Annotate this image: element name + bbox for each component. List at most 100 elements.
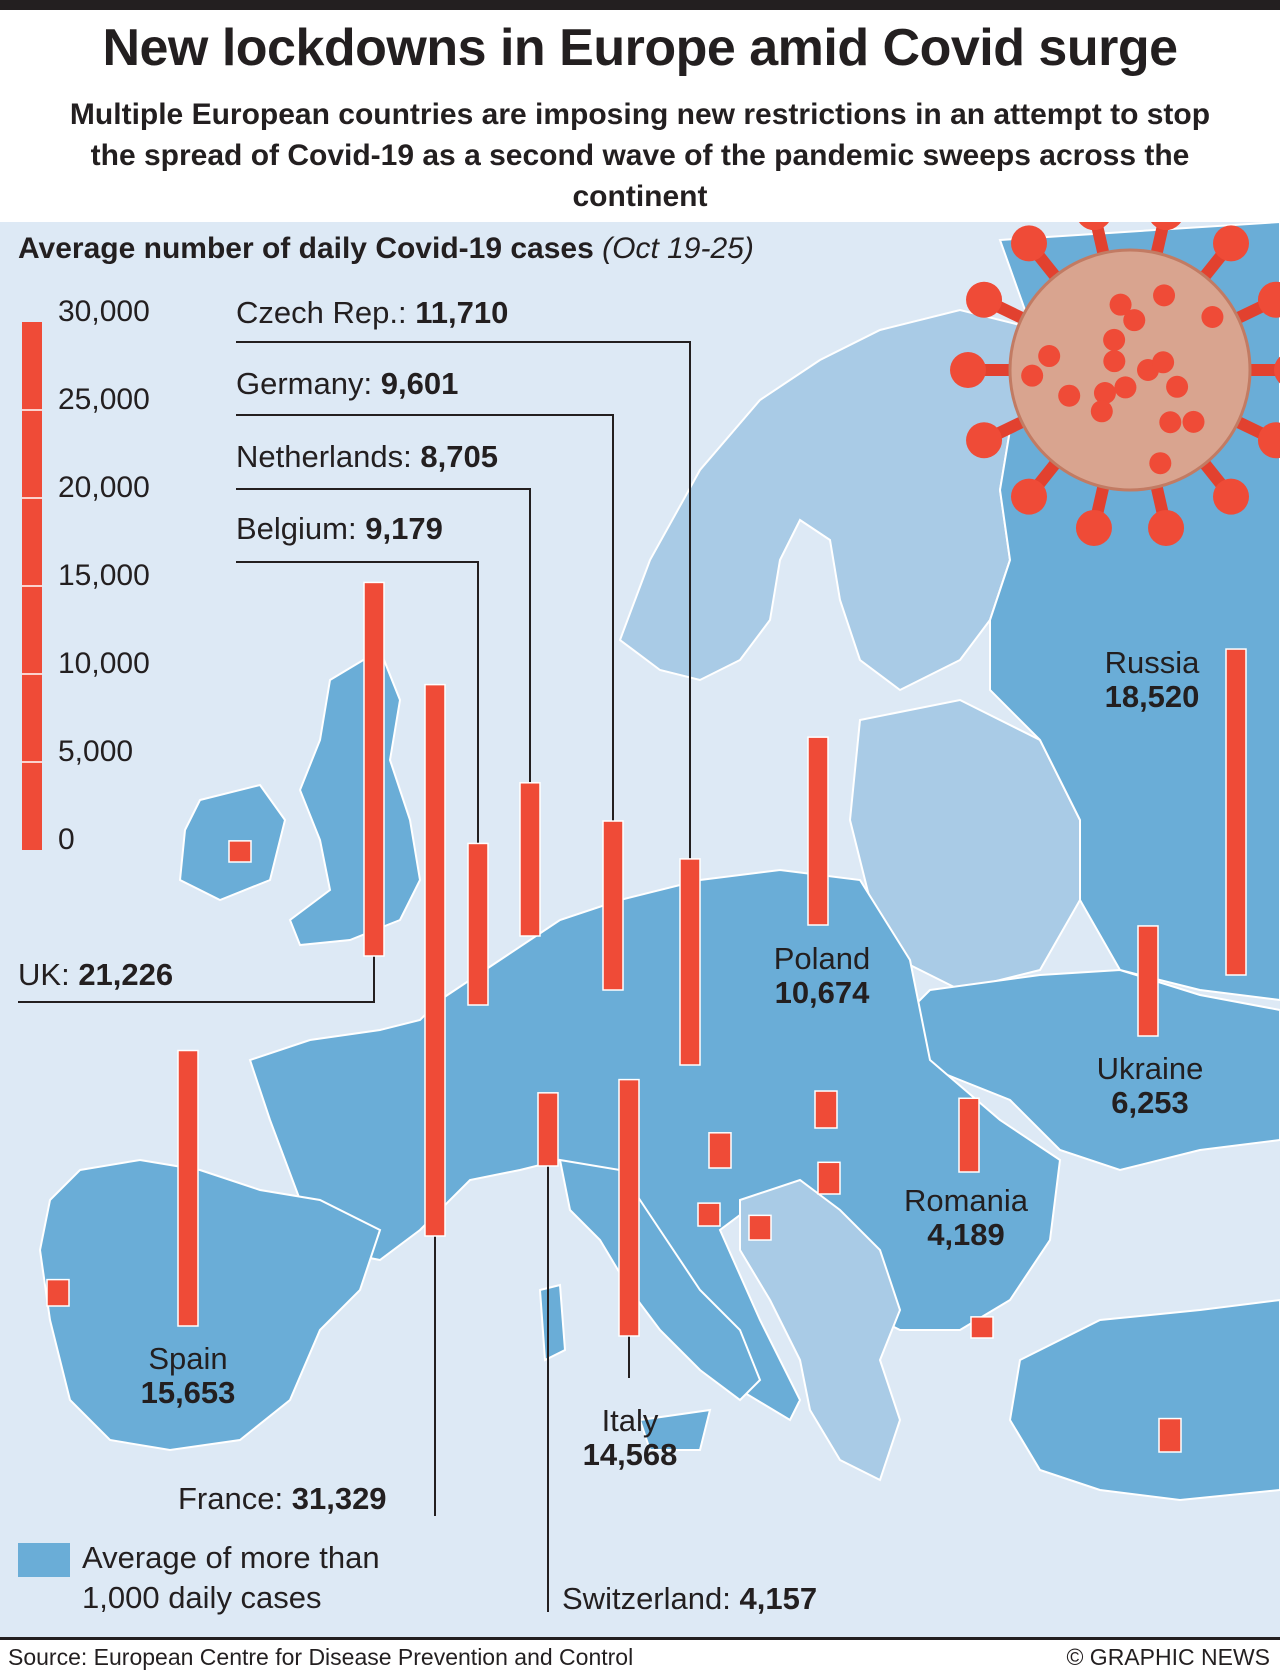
label-poland: Poland 10,674 — [773, 941, 871, 1010]
virus-spike-head — [1274, 356, 1280, 384]
y-tick-label: 25,000 — [58, 383, 150, 416]
y-tick-label: 5,000 — [58, 735, 134, 768]
sardinia-shape — [538, 1283, 567, 1362]
bar — [46, 1278, 70, 1307]
bar — [748, 1214, 772, 1241]
virus-protein — [1114, 376, 1137, 399]
virus-protein — [1201, 306, 1224, 329]
leader-line — [236, 488, 531, 783]
legend-text: Average of more than 1,000 daily cases — [82, 1538, 380, 1618]
virus-protein — [1149, 452, 1172, 475]
virus-protein — [1090, 400, 1113, 423]
leader-line — [236, 414, 614, 822]
virus-spike-head — [950, 352, 986, 388]
leader-line — [236, 341, 691, 859]
virus-protein — [1109, 293, 1132, 316]
virus-protein — [1038, 345, 1061, 368]
virus-spike-head — [1213, 225, 1250, 262]
virus-spike-head — [1010, 225, 1047, 262]
virus-spike-head — [966, 422, 1003, 459]
virus-spike-head — [1257, 281, 1280, 318]
baltic-belarus-shape — [848, 698, 1081, 992]
virus-protein — [1103, 328, 1126, 351]
balkans-shape — [739, 1178, 902, 1482]
virus-spike-head — [1010, 478, 1047, 515]
bar — [708, 1132, 732, 1169]
virus-spike-head — [1151, 222, 1182, 231]
leader-line — [236, 561, 479, 844]
scale-bar-layer — [22, 322, 42, 850]
virus-spike-head — [966, 281, 1003, 318]
bar — [424, 683, 446, 1237]
virus-protein — [1152, 351, 1175, 374]
bar — [602, 820, 624, 991]
label-romania: Romania 4,189 — [903, 1183, 1029, 1252]
label-switzerland: Switzerland: 4,157 — [562, 1581, 818, 1616]
bar — [970, 1316, 994, 1339]
virus-protein — [1093, 381, 1116, 404]
label-germany: Germany: 9,601 — [236, 366, 459, 401]
leader-line — [18, 956, 375, 1003]
virus-spike-head — [1148, 509, 1185, 546]
virus-spike-head — [1257, 422, 1280, 459]
virus-body — [1008, 248, 1252, 492]
virus-illustration — [950, 222, 1280, 546]
bar — [814, 1090, 838, 1129]
y-tick-label: 15,000 — [58, 559, 150, 592]
y-tick-label: 30,000 — [58, 295, 150, 328]
legend-line-1: Average of more than — [82, 1540, 380, 1575]
label-belgium: Belgium: 9,179 — [236, 511, 443, 546]
virus-spike-head — [1078, 222, 1109, 231]
turkey-shape — [1008, 1298, 1280, 1502]
chart-title-main: Average number of daily Covid-19 cases — [18, 232, 594, 265]
bar — [817, 1161, 841, 1195]
top-rule — [0, 0, 1280, 10]
chart-title-period: (Oct 19-25) — [602, 232, 754, 265]
bar — [363, 581, 385, 957]
bar — [519, 782, 541, 937]
label-ukraine: Ukraine 6,253 — [1096, 1051, 1204, 1120]
y-tick-label: 10,000 — [58, 647, 150, 680]
page-subtitle: Multiple European countries are imposing… — [69, 98, 1211, 213]
virus-protein — [1103, 350, 1126, 373]
y-tick-label: 0 — [58, 823, 75, 856]
label-czech-rep: Czech Rep.: 11,710 — [236, 295, 509, 330]
bar — [679, 858, 701, 1066]
label-uk: UK: 21,226 — [18, 957, 174, 992]
bar — [618, 1078, 640, 1337]
label-spain: Spain 15,653 — [140, 1341, 236, 1410]
label-netherlands: Netherlands: 8,705 — [236, 439, 498, 474]
bar — [958, 1097, 980, 1173]
italy-shape — [558, 1158, 762, 1402]
bar-layer — [18, 222, 1280, 1612]
label-france: France: 31,329 — [178, 1481, 387, 1516]
bar — [467, 842, 489, 1006]
virus-protein — [1058, 384, 1081, 407]
label-russia: Russia 18,520 — [1104, 645, 1200, 714]
bar — [1225, 648, 1247, 976]
europe-map — [0, 222, 1280, 1637]
virus-protein — [1021, 364, 1044, 387]
credit: © GRAPHIC NEWS — [1066, 1644, 1270, 1670]
y-tick-label: 20,000 — [58, 471, 150, 504]
virus-protein — [1153, 284, 1176, 307]
bar — [537, 1092, 559, 1167]
footer-rule — [0, 1637, 1280, 1640]
legend-swatch — [18, 1543, 70, 1577]
virus-spike-head — [1075, 509, 1112, 546]
virus-protein — [1166, 375, 1189, 398]
source-note: Source: European Centre for Disease Prev… — [8, 1644, 634, 1670]
bar — [177, 1049, 199, 1327]
legend-line-2: 1,000 daily cases — [82, 1580, 322, 1615]
virus-protein — [1159, 411, 1182, 434]
sicily-shape — [638, 1408, 712, 1451]
page-title: New lockdowns in Europe amid Covid surge — [102, 19, 1178, 77]
chart-title: Average number of daily Covid-19 cases (… — [18, 232, 754, 266]
virus-spike-head — [1213, 478, 1250, 515]
virus-protein — [1182, 410, 1205, 433]
bar — [697, 1202, 721, 1227]
uk-shape — [288, 648, 422, 947]
bar — [1158, 1417, 1182, 1453]
bar — [228, 840, 252, 863]
